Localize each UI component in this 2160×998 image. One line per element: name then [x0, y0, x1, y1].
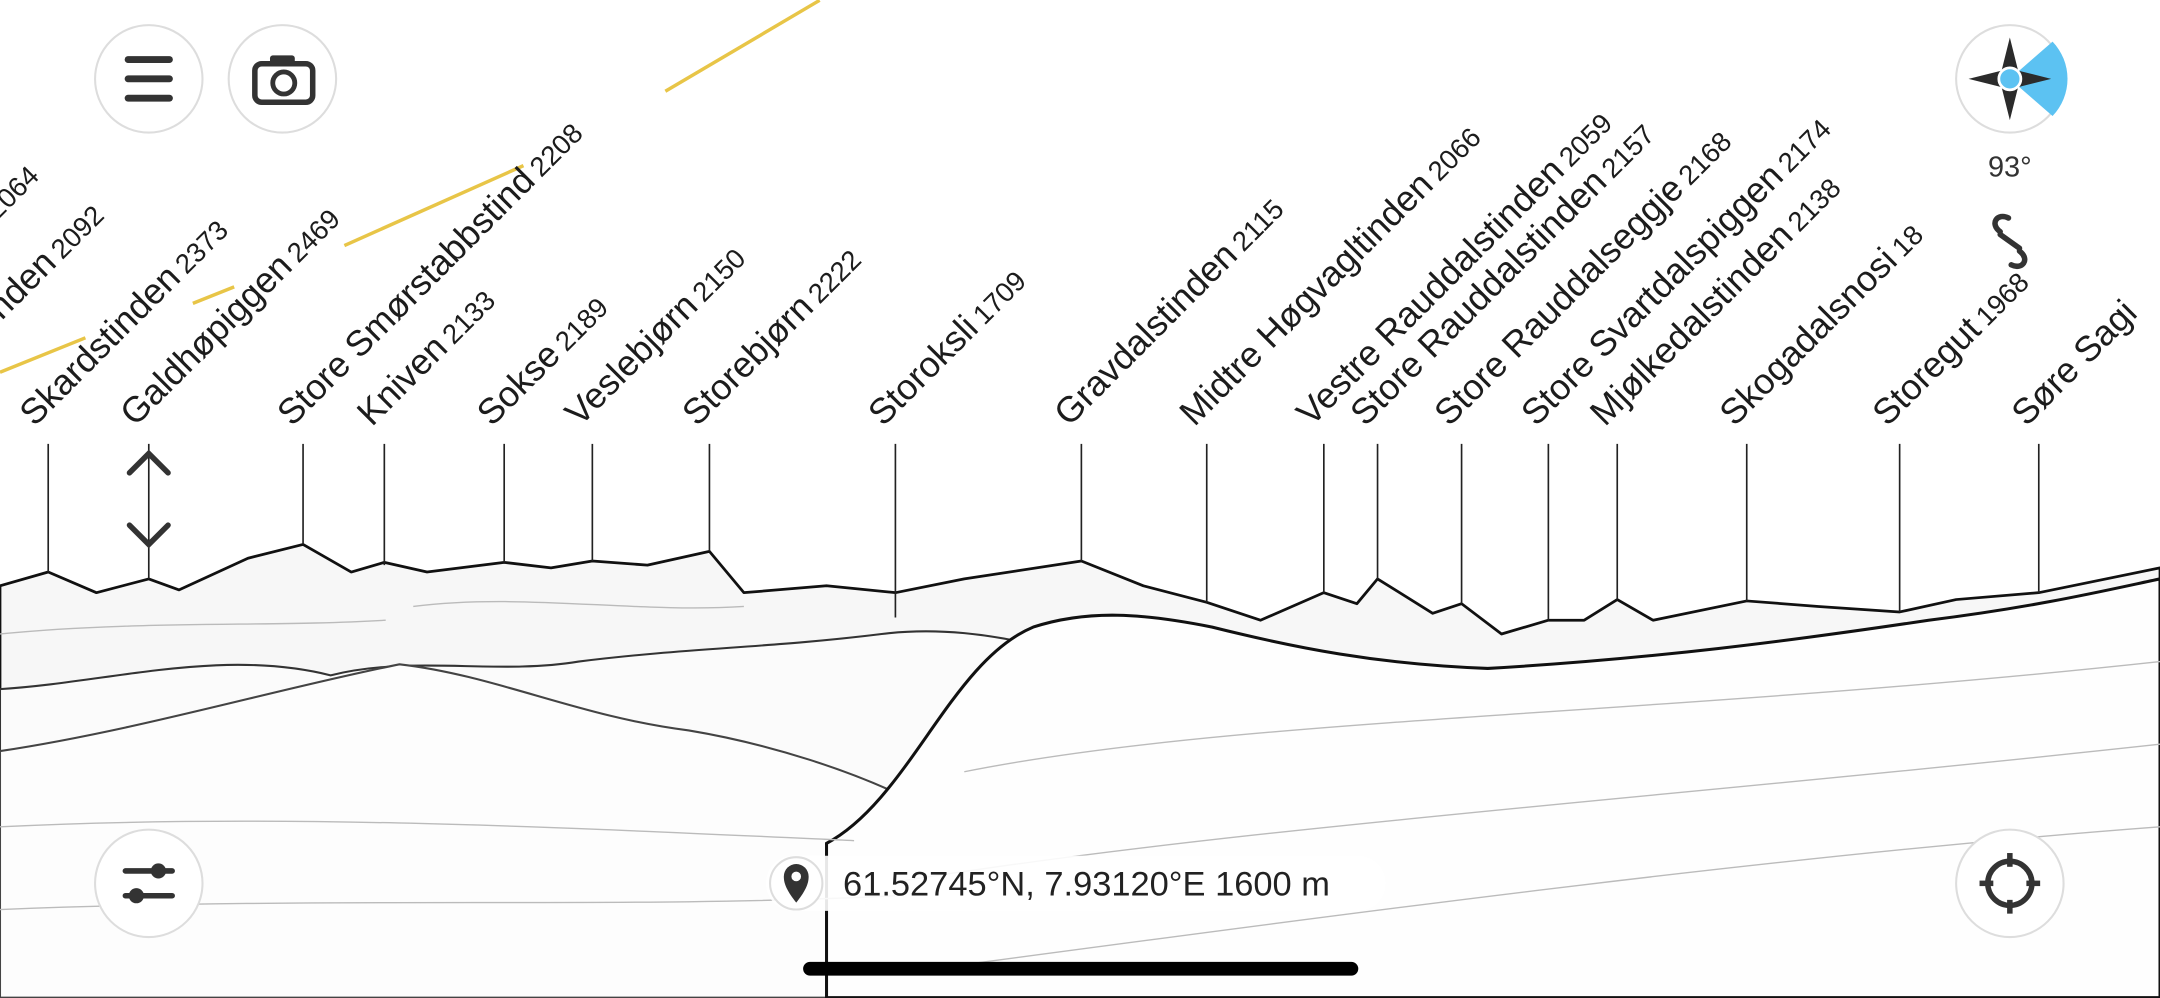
peak-name: Storegut: [1865, 309, 1989, 433]
peak-label: Søre Sagi: [2004, 292, 2145, 433]
settings-button[interactable]: [94, 828, 204, 939]
peak-name: Storoksli: [860, 308, 985, 433]
location-pill: 61.52745°N, 7.93120°E 1600 m: [765, 855, 1386, 911]
peak-elevation: 2469: [281, 203, 346, 268]
peak-label: tinden 2092: [0, 194, 111, 339]
zoom-control[interactable]: [126, 449, 171, 549]
sun-path: [0, 0, 821, 374]
coordinates: 61.52745°N, 7.93120°E: [843, 866, 1205, 904]
peak-elevation: 2138: [1781, 172, 1846, 237]
peak-elevation: 2222: [802, 244, 867, 309]
home-indicator: [803, 961, 1359, 976]
peak-elevation: 1968: [1970, 266, 2035, 331]
peak-name: Sokse: [469, 334, 568, 433]
peak-elevation: 1709: [967, 265, 1032, 330]
heading-label: 93°: [1988, 152, 2032, 184]
altitude: 1600 m: [1215, 866, 1330, 904]
location-text: 61.52745°N, 7.93120°E 1600 m: [843, 866, 1330, 904]
peak-name: Søre Sagi: [2004, 292, 2145, 433]
camera-button[interactable]: [227, 24, 338, 134]
compass-button[interactable]: [1955, 24, 2068, 134]
peak-elevation: 2189: [549, 292, 614, 357]
peak-elevation: 2168: [1672, 126, 1737, 191]
peak-elevation: 2174: [1772, 113, 1837, 178]
peak-elevation: 18: [1886, 219, 1930, 263]
link-button[interactable]: [1992, 213, 2028, 269]
peak-elevation: 2092: [45, 199, 110, 264]
peak-label: 2064: [0, 160, 45, 225]
peak-elevation: 2133: [436, 285, 501, 350]
peak-label: Gravdalstinden 2115: [1046, 188, 1291, 433]
recenter-button[interactable]: [1955, 828, 2065, 939]
peak-elevation: 2064: [0, 160, 45, 225]
peak-name: tinden: [0, 242, 64, 339]
left-hill: [0, 663, 911, 998]
peak-elevation: 2066: [1422, 121, 1487, 186]
terrain: [0, 543, 2160, 998]
peak-elevation: 2208: [523, 117, 588, 182]
peak-elevation: 2115: [1226, 193, 1290, 257]
peak-elevation: 2373: [169, 214, 234, 279]
peak-elevation: 2150: [686, 242, 751, 307]
menu-button[interactable]: [94, 24, 204, 134]
peak-label: Storoksli 1709: [860, 260, 1033, 433]
